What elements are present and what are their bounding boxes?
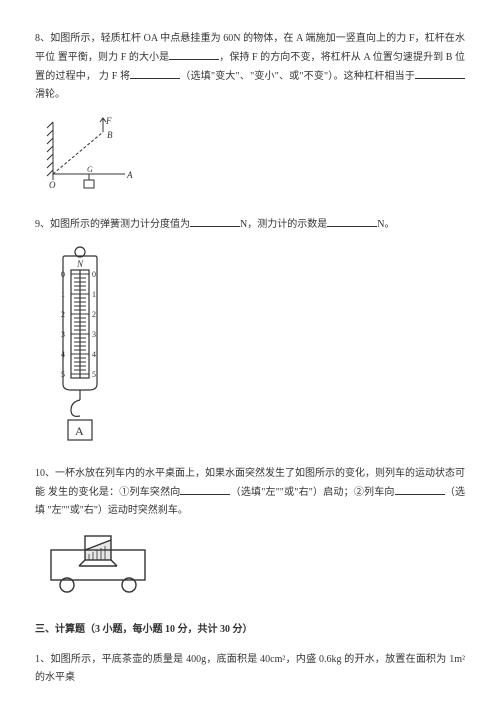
question-8-text: 8、如图所示，轻质杠杆 OA 中点悬挂重为 60N 的物体，在 A 端施加一竖直…: [35, 30, 465, 104]
q9-tick-5: 5: [61, 370, 65, 379]
q9-tick-0: 0: [61, 270, 65, 279]
svg-text:3: 3: [92, 330, 96, 339]
svg-text:2: 2: [92, 310, 96, 319]
q8-figure: F B O G A: [45, 114, 465, 201]
q9-t1: 9、如图所示的弹簧测力计分度值为: [35, 219, 190, 230]
section3-question-1: 1、如图所示，平底茶壶的质量是 400g，底面积是 40cm²，内盛 0.6kg…: [35, 651, 465, 687]
q10-figure: [45, 530, 465, 603]
question-10: 10、一杯水放在列车内的水平桌面上，如果水面突然发生了如图所示的变化，则列车的运…: [35, 465, 465, 603]
q9-tick-3: 3: [61, 330, 65, 339]
q9-tick-4: 4: [61, 350, 65, 359]
question-8: 8、如图所示，轻质杠杆 OA 中点悬挂重为 60N 的物体，在 A 端施加一竖直…: [35, 30, 465, 201]
svg-text:4: 4: [92, 350, 96, 359]
q10-t3: （选填"左""或"右"）启动；②列车向: [230, 487, 394, 498]
question-10-text: 10、一杯水放在列车内的水平桌面上，如果水面突然发生了如图所示的变化，则列车的运…: [35, 465, 465, 520]
q8-label-B: B: [107, 130, 113, 140]
q10-blank1: [180, 483, 230, 495]
q9-blank1: [190, 215, 240, 227]
q8-label-G: G: [87, 165, 93, 174]
q8-label-F: F: [105, 116, 112, 126]
question-9: 9、如图所示的弹簧测力计分度值为 N，测力计的示数是 N。: [35, 215, 465, 451]
s3q1-text: 1、如图所示，平底茶壶的质量是 400g，底面积是 40cm²，内盛 0.6kg…: [35, 651, 465, 687]
q9-tick-1: 1: [61, 290, 65, 299]
q9-label-N: N: [76, 259, 84, 269]
q8-t2: 置平衡，则力 F 的大小是: [58, 52, 169, 63]
q8-blank2: [130, 67, 180, 79]
q8-blank3: [415, 67, 465, 79]
q9-t2: N，测力计的示数是: [240, 219, 327, 230]
q8-blank1: [169, 48, 219, 60]
section-3-title: 三、计算题（3 小题，每小题 10 分，共计 30 分）: [35, 621, 465, 639]
q10-blank2: [395, 483, 445, 495]
q9-label-A: A: [75, 424, 84, 438]
svg-text:1: 1: [92, 290, 96, 299]
svg-text:0: 0: [92, 270, 96, 279]
q8-t6: 滑轮。: [35, 89, 65, 100]
q10-t5: "左""或"右"）运动时突然刹车。: [48, 505, 188, 516]
question-9-text: 9、如图所示的弹簧测力计分度值为 N，测力计的示数是 N。: [35, 215, 465, 234]
q9-blank2: [327, 215, 377, 227]
q9-figure: N 0 1 2 3 4 5 0 1 2 3 4 5 A: [45, 244, 465, 451]
q10-t2: 发生的变化是：①列车突然向: [48, 487, 181, 498]
q8-t4: 力 F 将: [99, 71, 130, 82]
q8-t5: （选填"变大"、"变小"、或"不变"）。这种杠杆相当于: [180, 71, 415, 82]
q9-t3: N。: [377, 219, 394, 230]
q8-label-O: O: [49, 180, 56, 190]
q8-label-A: A: [126, 170, 133, 180]
q9-tick-2: 2: [61, 310, 65, 319]
svg-text:5: 5: [92, 370, 96, 379]
